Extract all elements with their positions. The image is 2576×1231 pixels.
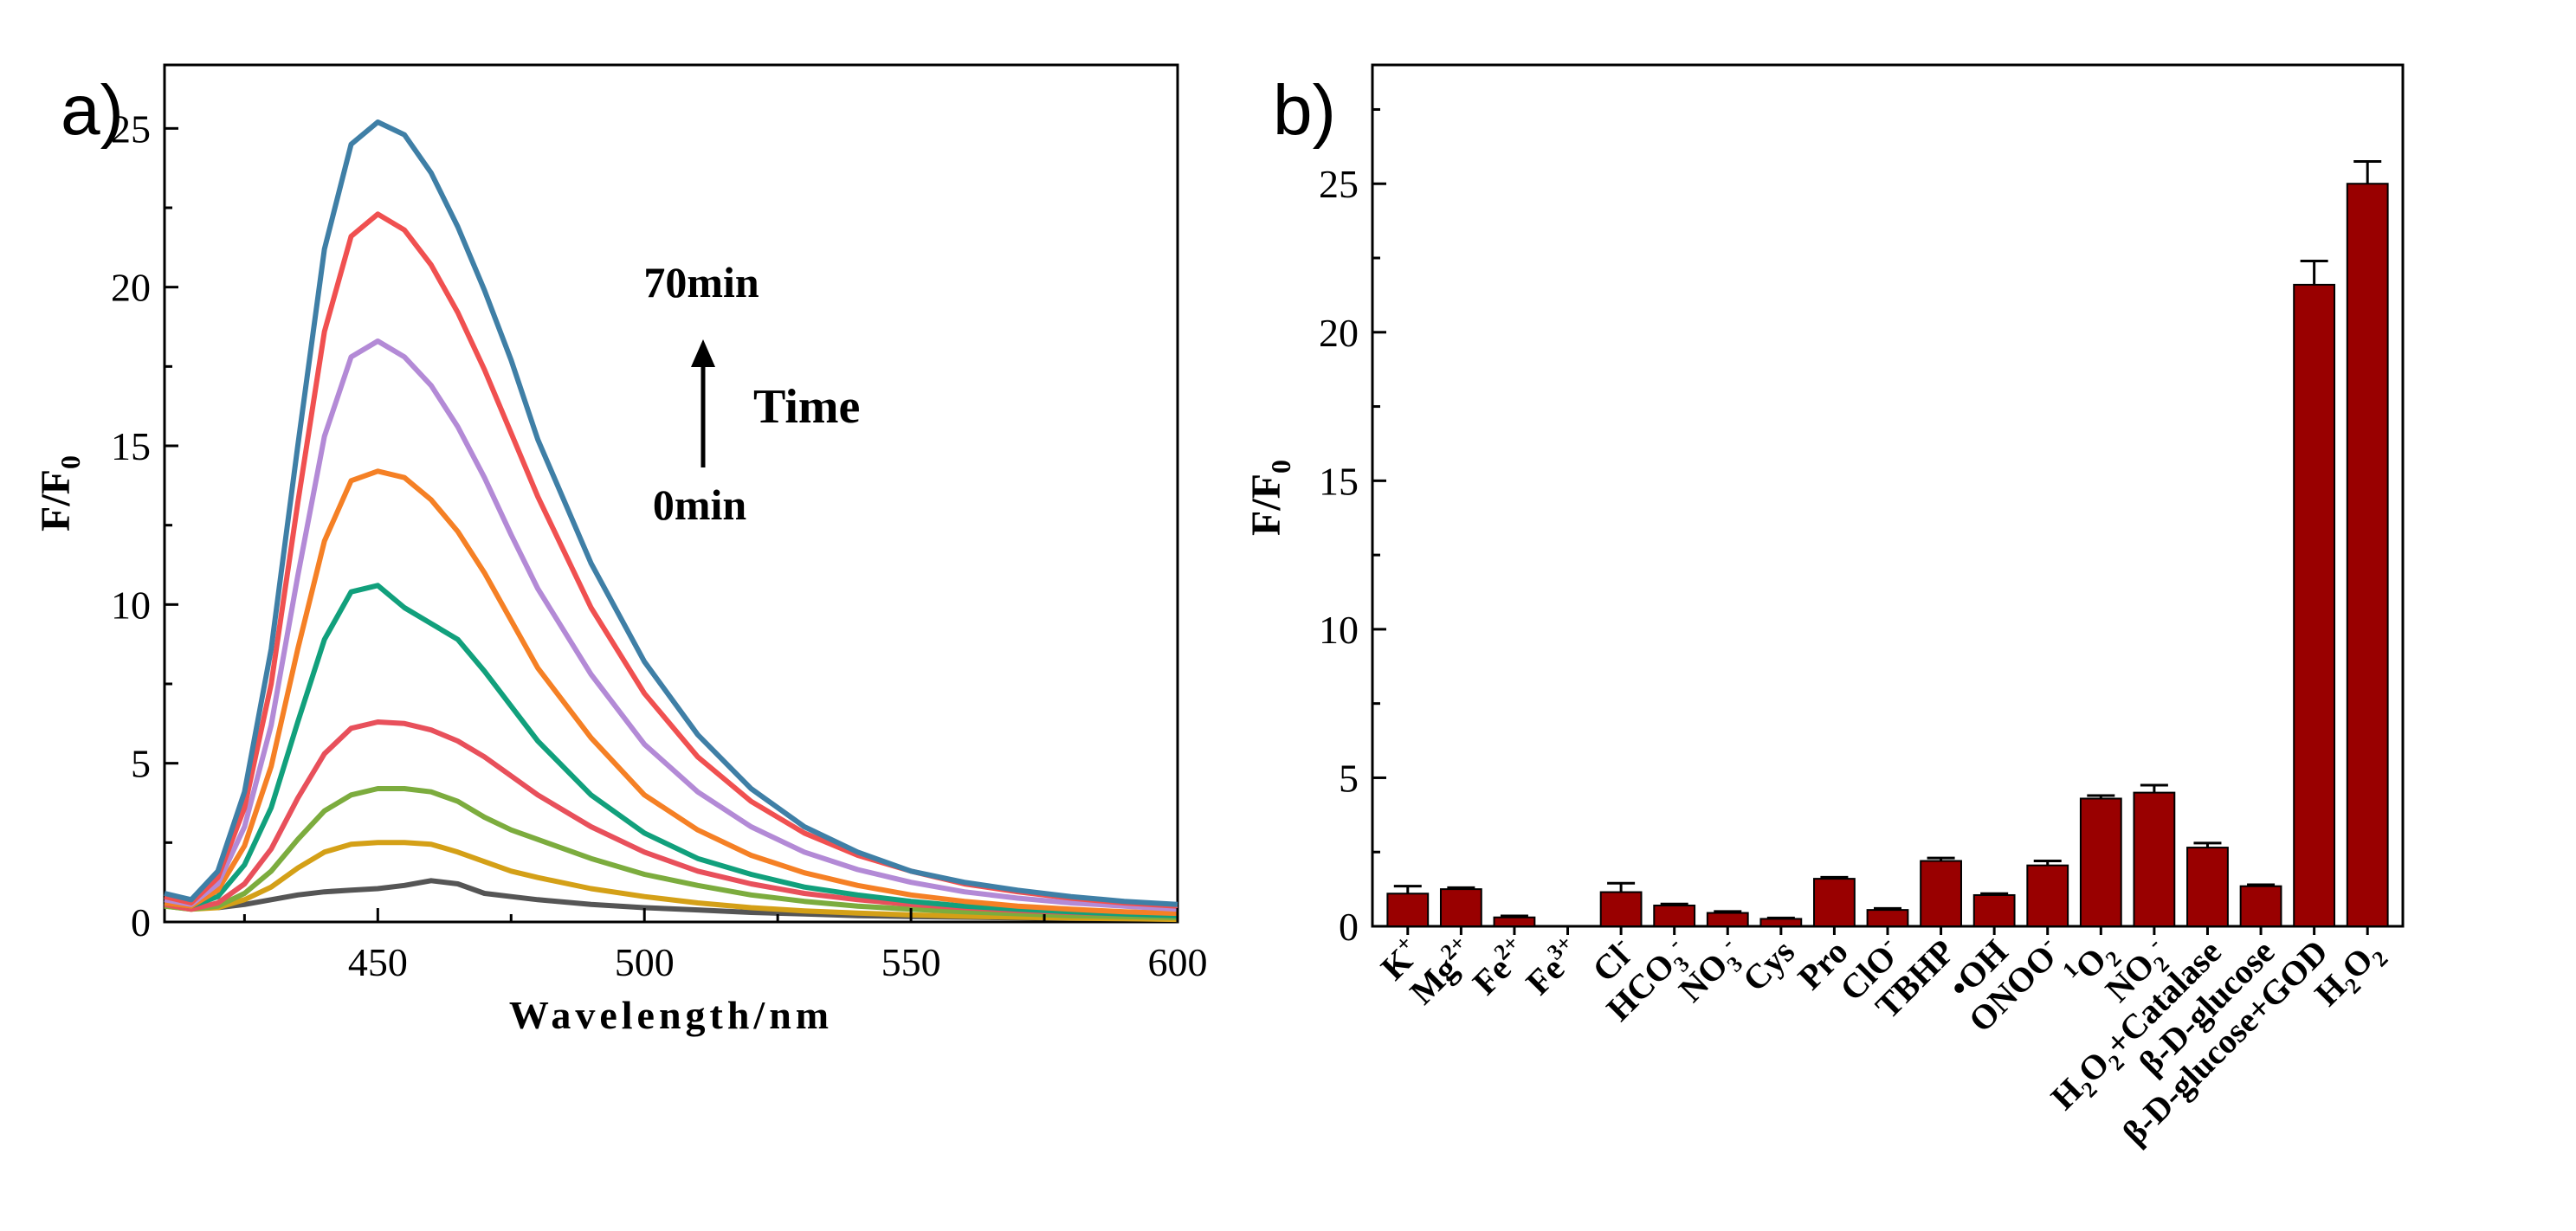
category-label: Cys xyxy=(1735,931,1802,998)
category-label: Fe3+ xyxy=(1516,930,1588,1002)
bar xyxy=(2293,283,2336,927)
bar xyxy=(1599,891,1643,927)
x-tick-label-a: 550 xyxy=(881,940,941,984)
bar xyxy=(2239,885,2282,927)
category-label: Fe2+ xyxy=(1463,930,1535,1002)
spectrum-line-40min xyxy=(164,583,1178,918)
category-labels-group: K+Mg2+Fe2+Fe3+ Cl-HCO3-NO3-CysProClO-TBHP… xyxy=(1373,930,2393,1152)
annotation-time: Time xyxy=(753,380,860,434)
annotation-0min: 0min xyxy=(653,480,747,529)
y-tick-label-a: 15 xyxy=(111,424,151,468)
bar xyxy=(1972,893,2016,927)
bar xyxy=(2133,791,2176,927)
bar xyxy=(1439,888,1482,927)
spectra-series-group xyxy=(164,119,1178,923)
bar xyxy=(1866,909,1909,927)
x-tick-label-a: 450 xyxy=(348,940,408,984)
bar xyxy=(1653,904,1696,928)
bars-group xyxy=(1386,160,2389,928)
x-tick-label-a: 600 xyxy=(1148,940,1208,984)
y-axis-label-b: F/F0 xyxy=(1243,460,1296,536)
spectrum-line-50min xyxy=(164,468,1178,917)
bar xyxy=(1759,918,1803,927)
plot-frame-a xyxy=(163,63,1179,924)
bar xyxy=(1920,860,1962,927)
bar xyxy=(2079,797,2122,927)
panel-label-a: a) xyxy=(61,71,124,150)
axes-ticks-b: 0 5 10 15 20 25 xyxy=(1319,107,2369,949)
svg-text:Fe3+: Fe3+ xyxy=(1516,930,1588,1002)
bar xyxy=(1813,878,1856,928)
panel-b-bar-chart: 0 5 10 15 20 25 K+Mg2+Fe2+Fe3+ Cl-HCO3-NO3-Cys… xyxy=(1243,63,2405,1152)
y-tick-label-b: 25 xyxy=(1319,162,1359,206)
bar xyxy=(2026,864,2069,928)
x-tick-label-a: 500 xyxy=(615,940,675,984)
y-tick-label-b: 15 xyxy=(1319,459,1359,503)
svg-text:Fe2+: Fe2+ xyxy=(1463,930,1535,1002)
y-axis-label-a: F/F0 xyxy=(33,455,86,532)
y-tick-label-b: 20 xyxy=(1319,311,1359,355)
spectrum-line-70min xyxy=(164,119,1178,907)
y-tick-label-b: 5 xyxy=(1339,756,1359,800)
spectrum-line-60min xyxy=(164,338,1178,912)
bar xyxy=(2186,847,2229,927)
svg-text:F/F0: F/F0 xyxy=(33,455,86,532)
spectrum-line-20min xyxy=(164,786,1178,920)
y-tick-label-a: 10 xyxy=(111,583,151,627)
svg-text:F/F0: F/F0 xyxy=(1243,460,1296,536)
time-arrow xyxy=(691,339,715,467)
spectrum-line-10min xyxy=(164,840,1178,923)
axes-ticks-a: 0 5 10 15 20 25 450 500 550 600 xyxy=(111,106,1208,984)
y-tick-label-a: 25 xyxy=(111,106,151,151)
y-tick-label-b: 0 xyxy=(1339,905,1359,949)
annotation-70min: 70min xyxy=(643,258,759,306)
bar xyxy=(1706,912,1749,927)
y-tick-label-a: 0 xyxy=(131,900,151,944)
bar xyxy=(2346,183,2389,927)
plot-frame-b xyxy=(1371,63,2405,928)
panel-a-line-chart: 0 5 10 15 20 25 450 500 550 600 Wavelength/nm F/F… xyxy=(33,63,1208,1037)
y-tick-label-a: 20 xyxy=(111,266,151,310)
y-tick-label-a: 5 xyxy=(131,742,151,786)
y-tick-label-b: 10 xyxy=(1319,608,1359,652)
x-axis-label-a: Wavelength/nm xyxy=(509,993,833,1037)
bar xyxy=(1493,916,1536,928)
svg-text:Cys: Cys xyxy=(1735,931,1802,998)
bar xyxy=(1386,893,1430,928)
panel-label-b: b) xyxy=(1273,71,1336,150)
